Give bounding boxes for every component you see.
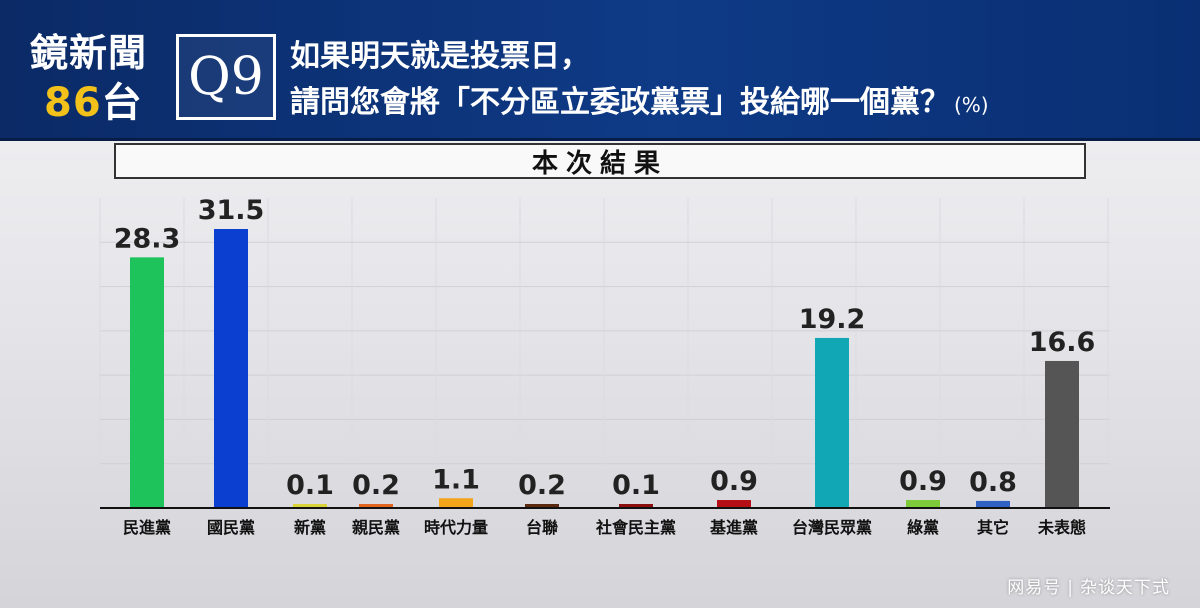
category-label: 民進黨 xyxy=(123,518,171,537)
question-number-badge: Q9 xyxy=(176,34,276,120)
bar-6 xyxy=(525,504,559,508)
value-label: 0.9 xyxy=(710,466,758,497)
category-label: 台聯 xyxy=(526,518,558,537)
watermark-account: 杂谈天下式 xyxy=(1080,578,1170,598)
watermark: 网易号 | 杂谈天下式 xyxy=(1007,578,1170,598)
bars xyxy=(130,229,1079,508)
bar-11 xyxy=(976,500,1010,508)
value-label: 28.3 xyxy=(114,223,181,254)
question-unit: (%) xyxy=(954,93,989,117)
channel-number: 86 xyxy=(44,80,102,126)
category-label: 其它 xyxy=(977,518,1009,537)
bar-12 xyxy=(1045,360,1079,508)
value-label: 19.2 xyxy=(799,304,866,335)
bar-3 xyxy=(293,504,327,508)
bar-10 xyxy=(906,500,940,508)
grid-lines xyxy=(99,198,1110,508)
header-banner: 鏡新聞 86台 Q9 如果明天就是投票日， 請問您會將「不分區立委政黨票」投給哪… xyxy=(0,0,1200,141)
category-label: 新黨 xyxy=(294,518,326,537)
bar-4 xyxy=(359,504,393,508)
category-label: 綠黨 xyxy=(907,518,939,537)
value-label: 31.5 xyxy=(198,195,265,226)
bar-8 xyxy=(717,500,751,508)
value-label: 0.1 xyxy=(612,470,660,501)
question-line-2-text: 請問您會將「不分區立委政黨票」投給哪一個黨？ xyxy=(290,85,950,120)
bar-5 xyxy=(439,498,473,508)
question-text: 如果明天就是投票日， 請問您會將「不分區立委政黨票」投給哪一個黨？ (%) xyxy=(290,34,989,128)
results-title: 本次結果 xyxy=(114,143,1086,179)
value-labels: 28.3 31.5 0.1 0.2 1.1 0.2 0.1 0.9 19.2 0.9 0.8 16.6 xyxy=(114,195,1096,501)
value-label: 1.1 xyxy=(432,464,480,495)
value-label: 0.2 xyxy=(352,470,400,501)
value-label: 0.9 xyxy=(899,466,947,497)
value-label: 0.2 xyxy=(518,470,566,501)
category-label: 親民黨 xyxy=(352,518,400,537)
value-label: 0.8 xyxy=(969,467,1017,498)
watermark-site: 网易号 xyxy=(1007,578,1062,598)
bar-7 xyxy=(619,504,653,508)
channel-logo-name: 鏡新聞 xyxy=(30,31,148,75)
bar-2 xyxy=(214,229,248,508)
bar-9 xyxy=(815,337,849,508)
category-label: 台灣民眾黨 xyxy=(792,518,872,537)
value-label: 16.6 xyxy=(1029,327,1096,358)
category-label: 社會民主黨 xyxy=(595,518,676,537)
question-line-2: 請問您會將「不分區立委政黨票」投給哪一個黨？ (%) xyxy=(290,80,989,128)
category-label: 未表態 xyxy=(1037,518,1086,537)
category-label: 時代力量 xyxy=(424,518,488,537)
category-label: 國民黨 xyxy=(207,518,255,537)
channel-suffix: 台 xyxy=(101,80,143,126)
bar-1 xyxy=(130,257,164,508)
channel-logo-number: 86台 xyxy=(44,70,143,128)
value-label: 0.1 xyxy=(286,470,334,501)
question-line-1: 如果明天就是投票日， xyxy=(290,39,590,74)
category-labels: 民進黨 國民黨 新黨 親民黨 時代力量 台聯 社會民主黨 基進黨 台灣民眾黨 綠黨 其它 未表態 xyxy=(123,518,1086,537)
category-label: 基進黨 xyxy=(709,518,758,537)
